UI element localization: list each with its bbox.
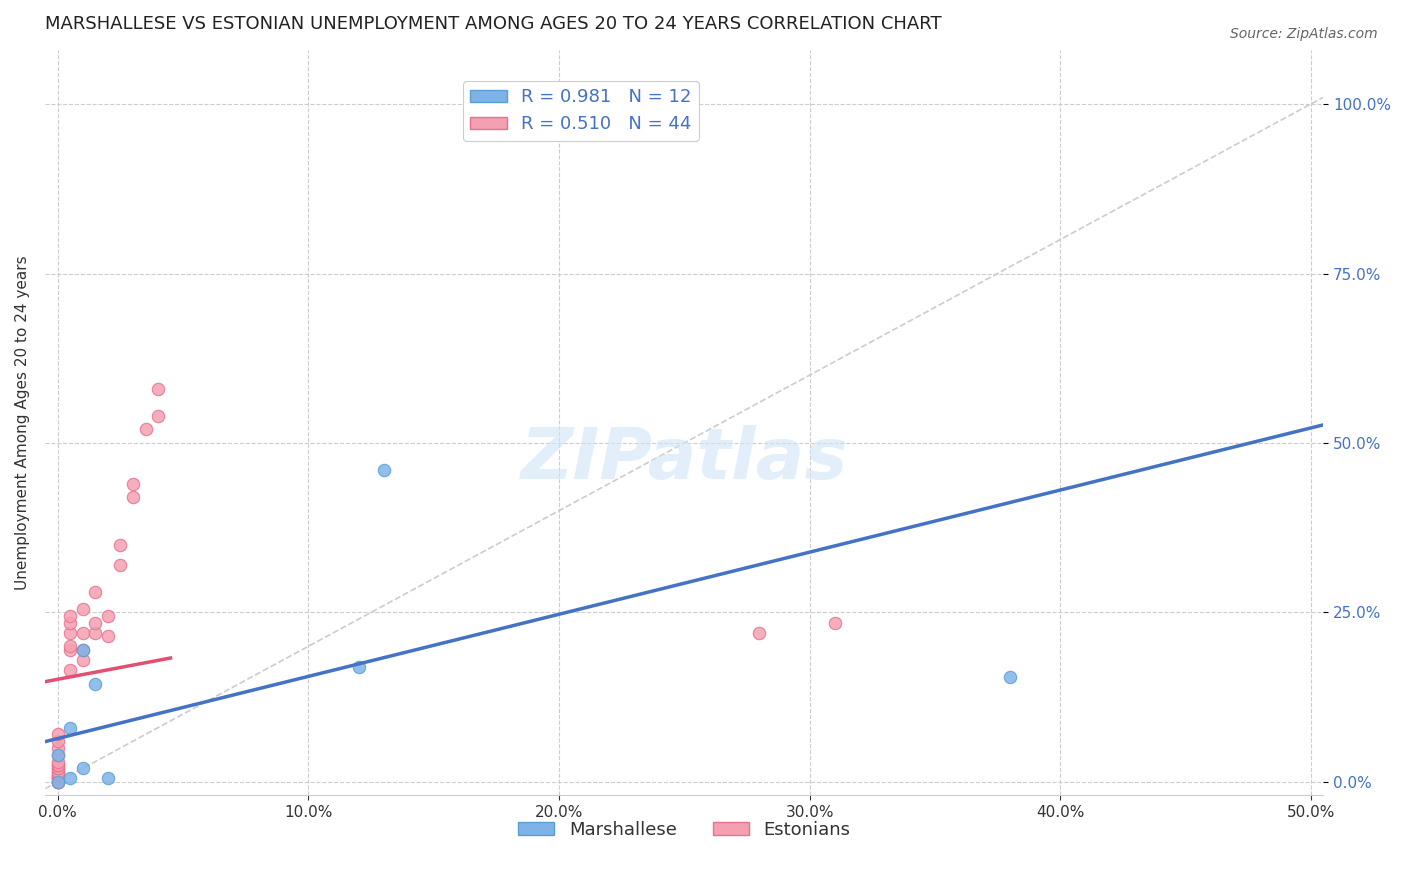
Point — [59, 625, 82, 640]
Point — [998, 670, 1021, 684]
Point — [46, 775, 69, 789]
Point — [46, 727, 69, 741]
Point — [46, 761, 69, 775]
Point — [46, 747, 69, 762]
Point — [46, 758, 69, 772]
Point — [59, 772, 82, 786]
Point — [59, 721, 82, 735]
Point — [46, 734, 69, 748]
Point — [46, 772, 69, 786]
Point — [72, 761, 94, 775]
Point — [46, 758, 69, 772]
Point — [97, 772, 120, 786]
Point — [46, 764, 69, 779]
Point — [46, 755, 69, 769]
Point — [122, 476, 145, 491]
Point — [59, 663, 82, 677]
Point — [46, 775, 69, 789]
Text: Source: ZipAtlas.com: Source: ZipAtlas.com — [1230, 27, 1378, 41]
Point — [46, 764, 69, 779]
Point — [59, 608, 82, 623]
Point — [46, 772, 69, 786]
Point — [84, 676, 107, 690]
Point — [84, 615, 107, 630]
Point — [72, 625, 94, 640]
Point — [97, 608, 120, 623]
Point — [72, 602, 94, 616]
Point — [46, 775, 69, 789]
Point — [824, 615, 846, 630]
Text: MARSHALLESE VS ESTONIAN UNEMPLOYMENT AMONG AGES 20 TO 24 YEARS CORRELATION CHART: MARSHALLESE VS ESTONIAN UNEMPLOYMENT AMO… — [45, 15, 942, 33]
Point — [72, 653, 94, 667]
Point — [46, 775, 69, 789]
Point — [146, 382, 169, 396]
Point — [748, 625, 770, 640]
Point — [110, 558, 132, 572]
Point — [97, 629, 120, 643]
Point — [59, 642, 82, 657]
Point — [46, 772, 69, 786]
Point — [110, 538, 132, 552]
Point — [46, 747, 69, 762]
Point — [72, 642, 94, 657]
Point — [46, 768, 69, 782]
Point — [373, 463, 395, 477]
Point — [134, 422, 156, 436]
Y-axis label: Unemployment Among Ages 20 to 24 years: Unemployment Among Ages 20 to 24 years — [15, 255, 30, 590]
Point — [46, 775, 69, 789]
Text: ZIPatlas: ZIPatlas — [520, 425, 848, 494]
Point — [84, 585, 107, 599]
Point — [146, 409, 169, 423]
Point — [46, 741, 69, 756]
Point — [46, 768, 69, 782]
Point — [46, 761, 69, 775]
Point — [59, 640, 82, 654]
Point — [59, 615, 82, 630]
Point — [72, 642, 94, 657]
Point — [84, 625, 107, 640]
Legend: Marshallese, Estonians: Marshallese, Estonians — [510, 814, 858, 846]
Point — [347, 659, 370, 673]
Point — [122, 490, 145, 504]
